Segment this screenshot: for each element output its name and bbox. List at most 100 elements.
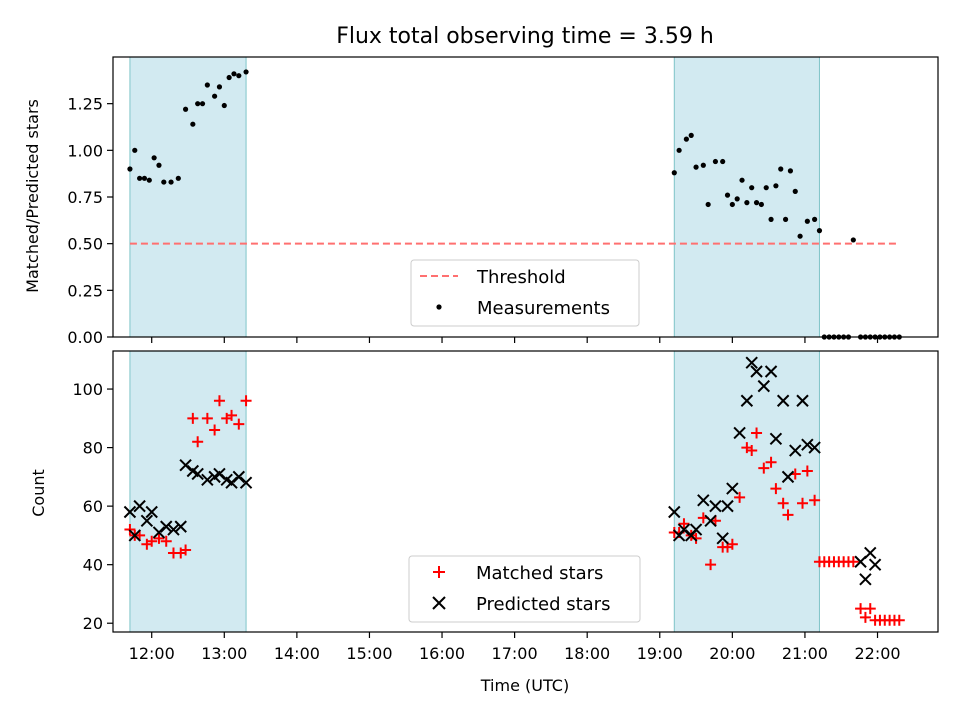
matched-star-point — [801, 465, 813, 477]
measurement-point — [195, 101, 201, 107]
top-y-axis-label: Matched/Predicted stars — [23, 99, 42, 293]
top-legend-box — [410, 259, 640, 327]
predicted-star-point — [140, 514, 154, 527]
top-legend: Threshold Measurements — [410, 259, 640, 327]
bottom-ytick-label: 100 — [72, 380, 103, 399]
matched-star-point — [240, 395, 252, 407]
measurement-point — [199, 101, 206, 107]
matched-star-point — [797, 497, 809, 509]
measurement-point — [676, 147, 682, 153]
measurement-point — [778, 166, 784, 172]
measurement-point — [168, 179, 174, 185]
measurement-point — [132, 147, 138, 153]
matched-star-point — [146, 535, 158, 547]
bottom-span-0 — [129, 350, 247, 633]
matched-star-point — [209, 424, 221, 436]
predicted-star-point — [808, 441, 821, 454]
predicted-star-point — [721, 499, 734, 513]
measurement-point — [758, 201, 764, 208]
measurement-point — [221, 102, 227, 109]
measurement-point — [739, 177, 745, 183]
measurement-point — [243, 69, 249, 75]
measurement-point — [146, 177, 152, 183]
predicted-star-point — [757, 379, 771, 393]
measurements-legend-swatch — [436, 304, 442, 310]
top-ytick-label: 0.75 — [67, 188, 103, 207]
measurement-point — [137, 175, 143, 181]
matched-star-point — [864, 603, 876, 615]
matched-star-point — [160, 535, 172, 547]
measurement-point — [161, 179, 167, 185]
bottom-ytick-label: 60 — [83, 497, 103, 516]
matched-star-point — [233, 418, 245, 430]
xtick-label: 15:00 — [346, 644, 392, 663]
predicted-star-point — [776, 394, 790, 407]
measurement-point — [773, 183, 779, 189]
predicted-star-point — [750, 365, 763, 378]
measurement-point — [792, 188, 798, 194]
xtick-label: 16:00 — [419, 644, 465, 663]
predicted-star-point — [859, 573, 872, 586]
matched-star-point — [187, 412, 199, 424]
top-span-0 — [129, 56, 247, 338]
xtick-label: 12:00 — [129, 644, 175, 663]
top-ytick-label: 0.00 — [67, 328, 103, 347]
predicted-star-point — [167, 523, 180, 536]
matched-star-point — [726, 538, 738, 550]
threshold-legend-label: Threshold — [476, 267, 566, 288]
matched-star-point — [770, 483, 782, 495]
measurement-point — [151, 155, 157, 161]
measurement-point — [226, 74, 232, 81]
count-points — [123, 356, 905, 626]
bottom-axis-ticks: 20 40 60 80 100 12:00 13:00 14:00 15:00 16:00 17:0… — [72, 380, 900, 663]
predicted-star-point — [726, 482, 739, 495]
predicted-star-point — [239, 476, 253, 489]
bottom-shaded-spans — [129, 350, 820, 633]
measurement-point — [712, 158, 719, 165]
predicted-legend-label: Predicted stars — [476, 594, 610, 615]
measurement-point — [705, 201, 711, 208]
xtick-label: 20:00 — [709, 644, 755, 663]
matched-star-point — [777, 497, 789, 509]
xtick-label: 21:00 — [782, 644, 828, 663]
chart-title: Flux total observing time = 3.59 h — [336, 24, 714, 49]
measurement-point — [204, 82, 210, 88]
predicted-star-point — [191, 467, 204, 481]
predicted-star-point — [709, 499, 722, 513]
bottom-legend-box — [408, 555, 641, 623]
predicted-star-point — [133, 499, 146, 513]
matched-star-point — [678, 518, 690, 530]
measurement-point — [724, 192, 731, 198]
predicted-star-point — [201, 473, 214, 486]
bottom-span-1 — [673, 350, 820, 633]
predicted-star-point — [160, 520, 173, 533]
measurement-point — [768, 216, 774, 222]
measurement-point — [700, 162, 706, 168]
matched-star-point — [201, 412, 213, 424]
predicted-star-point — [689, 523, 703, 536]
matched-legend-label: Matched stars — [476, 563, 603, 584]
matched-star-point — [782, 509, 794, 521]
predicted-star-point — [868, 558, 882, 571]
predicted-star-point — [123, 505, 137, 519]
bottom-y-axis-label: Count — [29, 469, 48, 517]
measurement-point — [212, 93, 218, 99]
xtick-label: 14:00 — [274, 644, 320, 663]
xtick-label: 13:00 — [201, 644, 247, 663]
top-shaded-spans — [129, 56, 820, 338]
matched-star-point — [690, 532, 702, 544]
measurement-point — [787, 168, 794, 174]
bottom-plot-frame — [112, 350, 939, 633]
matched-star-point — [153, 532, 165, 544]
predicted-star-point — [145, 505, 158, 519]
matched-star-point — [734, 491, 746, 503]
predicted-star-point — [716, 532, 729, 545]
measurement-point — [729, 201, 735, 208]
matched-star-point — [859, 611, 871, 623]
top-ytick-label: 0.50 — [67, 235, 103, 254]
xtick-label: 19:00 — [637, 644, 683, 663]
bottom-legend: Matched stars Predicted stars — [408, 555, 641, 623]
top-ytick-label: 0.25 — [67, 281, 103, 300]
predicted-star-point — [697, 494, 710, 507]
